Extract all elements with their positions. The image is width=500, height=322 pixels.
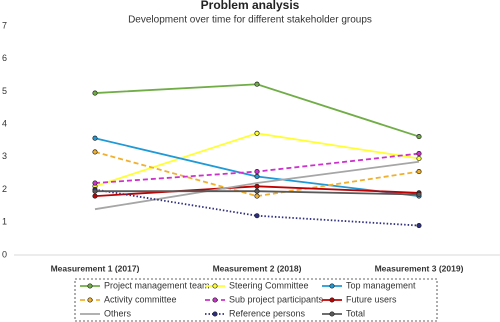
legend-label: Others: [104, 308, 132, 318]
y-tick-label: 2: [2, 184, 7, 194]
legend-marker: [329, 311, 335, 317]
point: [254, 169, 260, 175]
chart-subtitle: Development over time for different stak…: [128, 15, 372, 26]
point: [254, 213, 260, 219]
point: [254, 173, 260, 180]
point: [92, 135, 98, 141]
point: [254, 130, 260, 136]
point: [416, 151, 422, 157]
legend-label: Sub project participants: [229, 294, 324, 304]
x-tick-label: Measurement 2 (2018): [213, 263, 302, 273]
point: [254, 193, 260, 199]
legend-label: Top management: [346, 280, 416, 290]
legend-label: Future users: [346, 294, 397, 304]
point: [416, 155, 422, 162]
legend-box: [74, 278, 438, 322]
point: [92, 90, 98, 96]
legend-marker: [212, 297, 218, 303]
chart-title: Problem analysis: [201, 0, 300, 12]
point: [416, 169, 422, 175]
y-tick-label: 4: [2, 119, 7, 129]
point: [254, 183, 260, 189]
x-tick-label: Measurement 1 (2017): [51, 263, 140, 273]
series-line: [94, 160, 420, 211]
y-tick-label: 6: [2, 53, 7, 63]
legend-marker: [212, 283, 218, 289]
point: [92, 180, 98, 186]
legend-marker: [329, 283, 335, 289]
point: [92, 149, 98, 155]
y-tick-label: 7: [2, 20, 7, 30]
legend-marker: [329, 297, 335, 303]
legend-label: Total: [346, 308, 365, 318]
legend-marker: [87, 283, 93, 289]
point: [254, 188, 260, 194]
y-tick-label: 3: [2, 151, 7, 161]
point: [416, 134, 422, 140]
legend-marker: [212, 311, 218, 317]
series-line: [94, 83, 420, 138]
legend-label: Reference persons: [229, 308, 306, 318]
x-tick-label: Measurement 3 (2019): [375, 263, 464, 273]
y-tick-label: 0: [2, 249, 7, 259]
point: [416, 223, 422, 229]
legend-label: Steering Committee: [229, 280, 309, 290]
point: [92, 193, 98, 199]
legend-label: Project management team: [104, 280, 210, 290]
y-tick-label: 1: [2, 217, 7, 227]
point: [254, 81, 260, 87]
point: [92, 188, 98, 194]
legend-marker: [87, 297, 93, 303]
legend-label: Activity committee: [104, 294, 177, 304]
y-tick-label: 5: [2, 86, 7, 96]
point: [416, 191, 422, 198]
